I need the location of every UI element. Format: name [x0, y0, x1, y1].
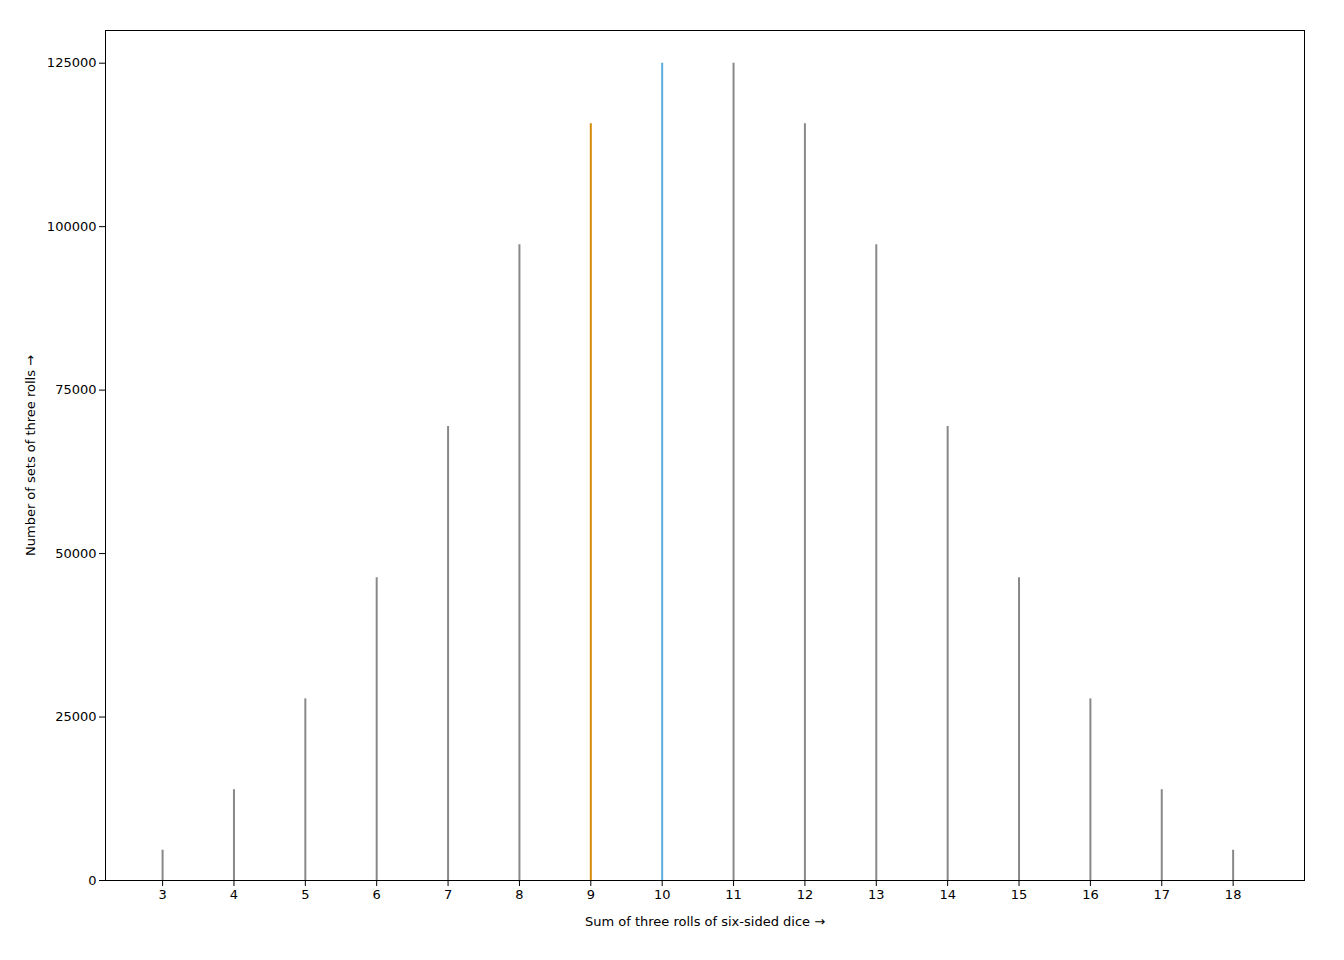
- svg-text:6: 6: [373, 887, 381, 902]
- svg-text:9: 9: [587, 887, 595, 902]
- svg-text:10: 10: [654, 887, 671, 902]
- svg-text:5: 5: [301, 887, 309, 902]
- svg-text:7: 7: [444, 887, 452, 902]
- svg-text:0: 0: [88, 873, 96, 888]
- svg-text:Sum of three rolls of six-side: Sum of three rolls of six-sided dice →: [585, 914, 825, 929]
- svg-text:125000: 125000: [47, 55, 97, 70]
- svg-text:25000: 25000: [55, 709, 96, 724]
- svg-text:50000: 50000: [55, 546, 96, 561]
- svg-text:8: 8: [515, 887, 523, 902]
- svg-text:18: 18: [1225, 887, 1242, 902]
- svg-text:16: 16: [1082, 887, 1099, 902]
- svg-text:17: 17: [1153, 887, 1170, 902]
- svg-text:75000: 75000: [55, 382, 96, 397]
- svg-text:15: 15: [1011, 887, 1028, 902]
- svg-text:12: 12: [797, 887, 814, 902]
- svg-text:Number of sets of three rolls: Number of sets of three rolls →: [23, 355, 38, 556]
- svg-text:4: 4: [230, 887, 238, 902]
- svg-text:3: 3: [158, 887, 166, 902]
- svg-text:13: 13: [868, 887, 885, 902]
- svg-text:100000: 100000: [47, 219, 97, 234]
- svg-text:11: 11: [725, 887, 742, 902]
- svg-text:14: 14: [939, 887, 956, 902]
